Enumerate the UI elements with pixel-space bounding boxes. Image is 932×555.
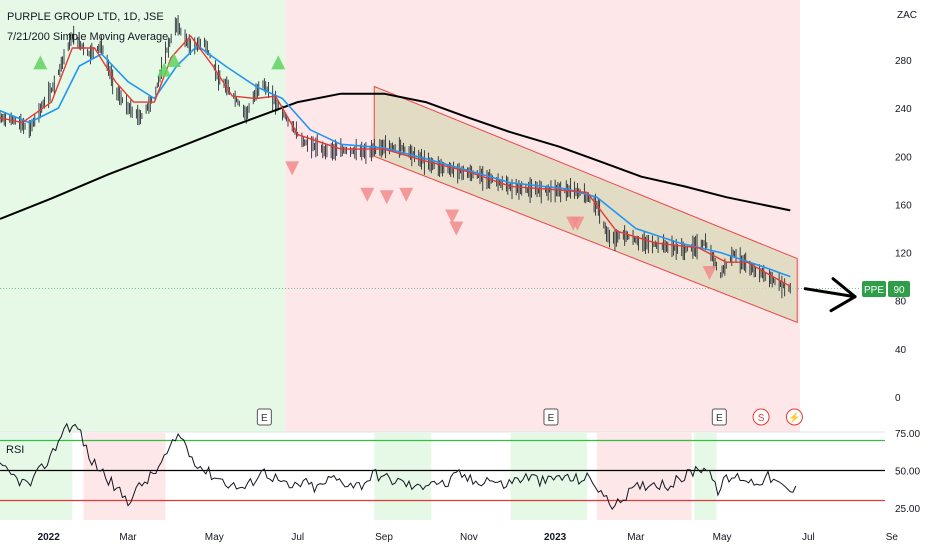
time-axis-tick-label: May <box>205 532 224 543</box>
ticker-badge-box <box>862 281 886 297</box>
rsi-region-bullish <box>0 433 73 520</box>
rsi-axis-tick-label: 50.00 <box>895 467 920 478</box>
time-axis-tick-label: May <box>713 532 732 543</box>
buy-signal-marker <box>166 53 181 67</box>
sma-200-line <box>0 92 791 220</box>
price-channel <box>373 85 798 324</box>
last-price-box <box>888 281 910 297</box>
chart-symbol-title: PURPLE GROUP LTD, 1D, JSE <box>7 11 164 23</box>
sell-signal-marker <box>445 209 460 224</box>
rsi-label: RSI <box>6 444 24 456</box>
buy-signal-marker <box>33 55 48 70</box>
price-axis-tick-label: 240 <box>895 104 912 115</box>
price-axis-tick-label: 80 <box>895 297 907 308</box>
sell-signal-marker <box>379 190 394 205</box>
price-axis-tick-label: 200 <box>895 152 912 163</box>
sell-signal-marker <box>449 221 464 236</box>
split-event-label: S <box>758 413 765 424</box>
sell-signal-marker <box>399 187 414 202</box>
chart-indicator-label: 7/21/200 Simple Moving Average <box>7 31 168 43</box>
region-bullish <box>0 0 286 432</box>
forecast-arrow-shaft <box>803 287 857 299</box>
time-axis-tick-label: Jul <box>291 532 304 543</box>
sma-7-line <box>0 35 791 287</box>
earnings-event-icon <box>256 408 272 426</box>
time-axis-tick-label: Sep <box>375 532 393 543</box>
sell-signal-marker <box>360 187 375 202</box>
time-axis-tick-label: Jul <box>802 532 815 543</box>
sell-signal-marker <box>702 266 717 281</box>
time-axis-tick-label: Mar <box>627 532 645 543</box>
earnings-event-label: E <box>261 413 268 424</box>
rsi-region-bearish <box>83 433 166 520</box>
ticker-badge: PPE <box>864 285 884 296</box>
earnings-event-icon <box>711 408 727 426</box>
price-axis-tick-label: 0 <box>895 393 901 404</box>
rsi-region-bullish <box>374 433 432 520</box>
time-axis-tick-label: Mar <box>119 532 137 543</box>
price-axis-tick-label: 120 <box>895 249 912 260</box>
earnings-event-icon <box>543 408 559 426</box>
last-price-badge: 90 <box>893 285 905 296</box>
price-axis-tick-label: 40 <box>895 345 907 356</box>
rsi-axis-tick-label: 75.00 <box>895 429 920 440</box>
sell-signal-marker <box>285 161 300 176</box>
earnings-event-label: E <box>716 413 723 424</box>
forecast-arrow-head <box>829 277 857 313</box>
time-axis-tick-label: 2022 <box>38 532 61 543</box>
sell-signal-marker <box>570 216 585 231</box>
buy-signal-marker <box>157 62 172 77</box>
sma-21-line <box>0 44 791 278</box>
buy-signal-marker <box>271 55 286 70</box>
news-event-icon <box>785 408 803 426</box>
price-axis-tick-label: 280 <box>895 56 912 67</box>
rsi-region-bullish <box>694 433 717 520</box>
split-event-icon <box>752 408 770 426</box>
ticker-price-badge: PPE 90 <box>862 281 910 297</box>
price-axis-tick-label: 160 <box>895 200 912 211</box>
news-event-label: ⚡ <box>788 411 800 424</box>
time-axis-tick-label: Se <box>886 532 899 543</box>
time-axis-tick-label: 2023 <box>544 532 567 543</box>
time-axis-tick-label: Nov <box>460 532 478 543</box>
rsi-axis-tick-label: 25.00 <box>895 504 920 515</box>
currency-label: ZAC <box>897 10 917 21</box>
earnings-event-label: E <box>548 413 555 424</box>
rsi-line <box>0 422 797 510</box>
